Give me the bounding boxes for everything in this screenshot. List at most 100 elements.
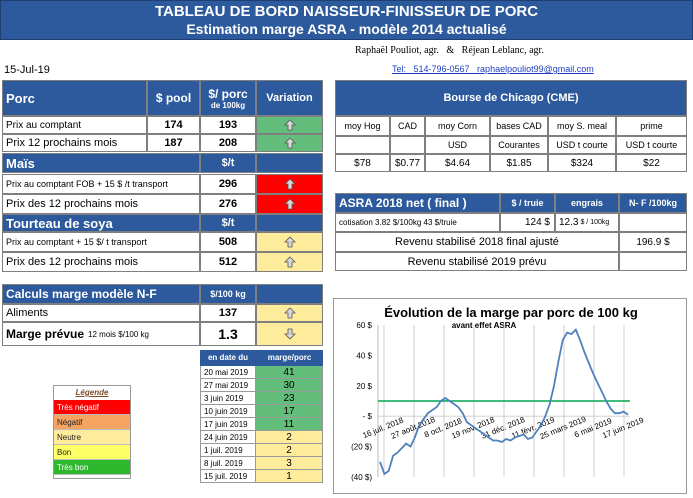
cme-col-label: prime [616,116,687,136]
history-value: 11 [256,418,323,430]
arrow-up-icon [283,256,296,268]
legend-item: Très négatif [54,400,130,415]
cme-col-unit: USD t courte [548,136,616,154]
cme-col-label: moy Hog [335,116,390,136]
history-row: 17 juin 2019 11 [200,418,323,431]
cme-col-value: $0.77 [390,154,425,172]
cme-col-unit [390,136,425,154]
legend-item: Très bon [54,460,130,475]
porc-row-pool: 174 [147,116,200,134]
arrow-up-icon [283,137,296,149]
history-row: 24 juin 2019 2 [200,431,323,444]
legend-box: Légende Très négatif Négatif Neutre Bon Très… [53,385,131,479]
cme-col-value: $4.64 [425,154,490,172]
cme-col-label: moy S. meal [548,116,616,136]
marge-prevue-variation [256,322,323,346]
authors: Raphaël Pouliot, agr. & Réjean Leblanc, … [355,45,544,56]
arrow-up-icon [283,178,296,190]
soya-row-variation [256,232,323,252]
soya-header-blank [256,214,323,232]
mais-row-label: Prix au comptant FOB + 15 $ /t transport [2,174,200,194]
aliments-variation [256,304,323,322]
porc-col-per100-top: $/ porc [208,86,248,101]
arrow-up-icon [283,198,296,210]
marge-prevue-row: Marge prévue 12 mois $/100 kg [2,322,200,346]
soya-row-value: 508 [200,232,256,252]
history-row: 10 juin 2019 17 [200,405,323,418]
dashboard-title-bar: TABLEAU DE BORD NAISSEUR-FINISSEUR DE PO… [0,0,693,40]
chart-title: Évolution de la marge par porc de 100 kg [384,305,638,320]
history-row: 27 mai 2019 30 [200,379,323,392]
mais-row-label: Prix des 12 prochains mois [2,194,200,214]
history-date: 10 juin 2019 [200,405,256,417]
soya-row-value: 512 [200,252,256,272]
dashboard-subtitle: Estimation marge ASRA - modèle 2014 actu… [186,21,507,37]
history-col-marge: marge/porc [267,353,312,362]
porc-col-per100-bottom: de 100kg [210,100,246,110]
cotisation-engrais: 12.3 $ / 100kg [555,213,619,232]
cme-column: bases CAD Courantes $1.85 [490,116,548,172]
marge-prevue-sub: 12 mois $/100 kg [88,329,149,339]
y-tick-label: (40 $) [351,473,372,482]
history-value: 23 [256,392,323,404]
history-value: 17 [256,405,323,417]
aliments-value: 137 [200,304,256,322]
cme-grid: moy Hog $78 CAD $0.77 moy Corn USD $4.64 bases … [335,116,687,172]
arrow-up-icon [283,236,296,248]
porc-header: Porc [2,80,147,116]
mais-row-value: 296 [200,174,256,194]
history-row: 3 juin 2019 23 [200,392,323,405]
series-line [379,327,629,476]
contact-link[interactable]: Tel: 514-796-0567 raphaelpouliot99@gmail… [392,64,594,74]
margin-chart: Évolution de la marge par porc de 100 kg… [333,298,687,494]
legend-item: Bon [54,445,130,460]
marge-header-blank [256,284,323,304]
chart-plot: 60 $40 $20 $- $(20 $)(40 $)16 juil. 2018… [351,321,645,482]
legend-item: Négatif [54,415,130,430]
soya-row-label: Prix des 12 prochains mois [2,252,200,272]
chart-subtitle: avant effet ASRA [451,321,517,330]
cme-column: prime USD t courte $22 [616,116,687,172]
history-date: 20 mai 2019 [200,366,256,378]
history-row: 1 juil. 2019 2 [200,444,323,457]
cme-col-label: bases CAD [490,116,548,136]
marge-prevue-value: 1.3 [200,322,256,346]
history-value: 2 [256,444,323,456]
cme-column: moy Corn USD $4.64 [425,116,490,172]
cme-column: moy Hog $78 [335,116,390,172]
porc-row-label: Prix au comptant [2,116,147,134]
y-tick-label: (20 $) [351,443,372,452]
marge-header: Calculs marge modèle N-F [2,284,200,304]
cme-col-unit: USD t courte [616,136,687,154]
porc-col-variation: Variation [256,80,323,116]
cme-col-unit [335,136,390,154]
soya-header: Tourteau de soya [2,214,200,232]
cme-col-value: $324 [548,154,616,172]
cme-column: moy S. meal USD t courte $324 [548,116,616,172]
cme-col-unit: Courantes [490,136,548,154]
mais-header-blank [256,153,323,173]
history-value: 1 [256,470,323,482]
cme-col-label: moy Corn [425,116,490,136]
mais-unit: $/t [200,153,256,173]
legend-title: Légende [75,388,109,397]
legend-item: Neutre [54,430,130,445]
history-row: 8 juil. 2019 3 [200,457,323,470]
asra-header: ASRA 2018 net ( final ) [335,193,500,213]
cotisation-engrais-value: 12.3 [559,217,579,228]
porc-row-per100: 193 [200,116,256,134]
soya-row-label: Prix au comptant + 15 $/ t transport [2,232,200,252]
history-row: 15 juil. 2019 1 [200,470,323,483]
history-date: 27 mai 2019 [200,379,256,391]
y-tick-label: - $ [363,412,373,421]
marge-prevue-label: Marge prévue [6,327,85,341]
history-value: 30 [256,379,323,391]
dashboard-title: TABLEAU DE BORD NAISSEUR-FINISSEUR DE PO… [154,3,539,20]
porc-row-label: Prix 12 prochains mois [2,134,147,152]
legend-items: Très négatif Négatif Neutre Bon Très bon [54,400,130,475]
arrow-up-icon [283,119,296,131]
mais-row-value: 276 [200,194,256,214]
revenu-2018-value: 196.9 $ [619,232,687,252]
mais-row-variation [256,174,323,194]
y-tick-label: 20 $ [356,382,372,391]
